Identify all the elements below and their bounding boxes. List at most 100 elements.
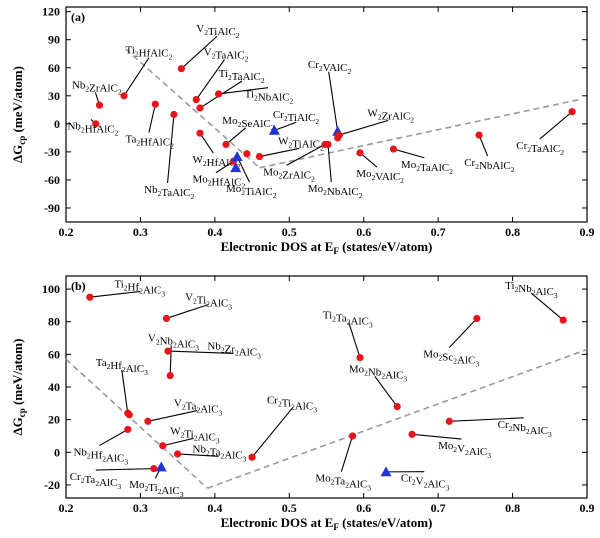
data-point-circle bbox=[445, 417, 453, 425]
x-tick-label: 0.2 bbox=[59, 225, 74, 239]
label-leader-line bbox=[374, 375, 398, 407]
point-label: Cr2Ti2AlC3 bbox=[267, 394, 317, 414]
point-label: Nb2ZrAlC2 bbox=[72, 79, 122, 96]
data-point-triangle bbox=[155, 461, 167, 472]
label-leader-line bbox=[251, 406, 294, 458]
label-leader-line bbox=[348, 322, 361, 358]
point-label: W2TiAlC2 bbox=[278, 135, 324, 152]
x-tick-label: 0.6 bbox=[356, 501, 371, 515]
data-point-circle bbox=[170, 110, 178, 119]
x-axis-label: Electronic DOS at EF (states/eV/atom) bbox=[221, 515, 433, 532]
label-leader-line bbox=[177, 453, 219, 457]
data-point-circle bbox=[177, 65, 185, 73]
y-tick-label: 40 bbox=[48, 380, 60, 394]
point-label: Cr2TaAlC2 bbox=[516, 140, 564, 157]
data-point-circle bbox=[150, 465, 158, 473]
data-point-circle bbox=[568, 108, 576, 116]
y-tick-label: -20 bbox=[44, 478, 60, 492]
point-label: Ta2HfAlC2 bbox=[126, 134, 175, 151]
data-point-circle bbox=[159, 442, 167, 450]
data-point-circle bbox=[324, 140, 332, 149]
panel-b: 0.2 0.3 0.4 0.5 0.6 0.7 0.8 0.9 -20 0 20 40 60 80 100 (… bbox=[10, 275, 595, 532]
label-leader-line bbox=[147, 410, 198, 422]
x-tick-label: 0.7 bbox=[431, 501, 446, 515]
label-leader-line bbox=[274, 121, 297, 131]
x-tick-label: 0.6 bbox=[356, 225, 371, 239]
y-tick-label: -90 bbox=[44, 201, 60, 215]
label-leader-line bbox=[448, 318, 478, 348]
x-tick-label: 0.5 bbox=[282, 225, 297, 239]
trend-dashed-line bbox=[125, 48, 261, 169]
data-point-circle bbox=[255, 152, 264, 161]
label-leader-line bbox=[89, 290, 141, 298]
label-leader-line bbox=[99, 428, 129, 447]
data-point-circle bbox=[151, 100, 159, 108]
label-leader-line bbox=[148, 104, 156, 133]
point-label: Mo2VAlC2 bbox=[356, 168, 404, 185]
point-label: Nb2Hf2AlC3 bbox=[73, 447, 128, 467]
point-label: W2HfAlC2 bbox=[193, 154, 241, 171]
panel-label: (a) bbox=[71, 10, 85, 24]
point-label: Nb2Zr2AlC3 bbox=[207, 340, 261, 360]
label-leader-line bbox=[167, 114, 175, 184]
label-leader-line bbox=[123, 57, 150, 97]
label-leader-line bbox=[539, 111, 573, 140]
data-point-circle bbox=[248, 453, 256, 461]
data-point-circle bbox=[144, 417, 152, 425]
point-label: Mo2Ta2AlC3 bbox=[315, 473, 371, 493]
data-point-circle bbox=[162, 314, 171, 323]
label-leader-line bbox=[340, 435, 354, 472]
data-point-circle bbox=[356, 149, 364, 157]
point-label: Ti2Hf2AlC3 bbox=[114, 278, 165, 298]
y-tick-label: -60 bbox=[44, 173, 60, 187]
data-point-circle bbox=[243, 150, 251, 158]
data-point-circle bbox=[335, 131, 343, 139]
label-leader-line bbox=[327, 144, 332, 183]
x-tick-label: 0.8 bbox=[505, 225, 520, 239]
data-point-circle bbox=[164, 347, 172, 355]
point-label: V2TiAlC2 bbox=[196, 23, 239, 40]
y-tick-label: 0 bbox=[54, 117, 60, 131]
data-point-circle bbox=[559, 316, 567, 324]
label-leader-line bbox=[199, 132, 214, 154]
label-leader-line bbox=[218, 87, 269, 95]
x-axis-label: Electronic DOS at EF (states/eV/atom) bbox=[221, 239, 433, 256]
point-label: Mo2NbAlC2 bbox=[308, 183, 363, 200]
point-label: V2Ti2AlC3 bbox=[185, 291, 232, 311]
label-leader-line bbox=[180, 35, 218, 70]
label-leader-line bbox=[359, 152, 378, 168]
label-leader-line bbox=[286, 143, 326, 166]
point-label: Nb2TaAlC2 bbox=[144, 184, 194, 201]
label-leader-line bbox=[449, 417, 524, 422]
point-label: Mo2Ti2AlC3 bbox=[129, 479, 184, 499]
data-point-circle bbox=[473, 314, 481, 323]
x-tick-label: 0.9 bbox=[580, 501, 595, 515]
point-label: Ti2Nb2AlC3 bbox=[505, 280, 558, 300]
label-leader-line bbox=[121, 369, 129, 414]
point-label: Mo2TaAlC2 bbox=[401, 159, 453, 176]
y-tick-label: 90 bbox=[48, 33, 60, 47]
data-point-circle bbox=[192, 95, 200, 104]
y-tick-label: 20 bbox=[48, 413, 60, 427]
x-tick-label: 0.3 bbox=[133, 501, 148, 515]
label-leader-line bbox=[166, 303, 209, 319]
data-point-circle bbox=[222, 140, 230, 149]
data-point-circle bbox=[95, 101, 104, 109]
point-label: V2Nb2AlC3 bbox=[148, 332, 199, 352]
point-label: Mo2V2AlC3 bbox=[438, 440, 491, 460]
point-label: Ti2HfAlC2 bbox=[126, 45, 173, 62]
point-label: W2Ti2AlC3 bbox=[170, 425, 220, 445]
data-point-circle bbox=[196, 129, 204, 137]
panel-label: (b) bbox=[71, 279, 86, 293]
x-tick-label: 0.7 bbox=[431, 225, 446, 239]
point-label: Mo2ZrAlC2 bbox=[263, 166, 315, 183]
x-tick-label: 0.4 bbox=[207, 225, 222, 239]
point-label: Cr2V2AlC3 bbox=[401, 473, 450, 493]
x-tick-label: 0.2 bbox=[59, 501, 74, 515]
data-point-circle bbox=[475, 131, 483, 139]
trend-dashed-line bbox=[65, 358, 208, 489]
data-point-circle bbox=[86, 293, 94, 301]
y-tick-label: 60 bbox=[48, 61, 60, 75]
point-label: Mo2HfAlC2 bbox=[193, 174, 246, 191]
y-axis-label: ΔGcp (meV/atom) bbox=[10, 66, 27, 163]
